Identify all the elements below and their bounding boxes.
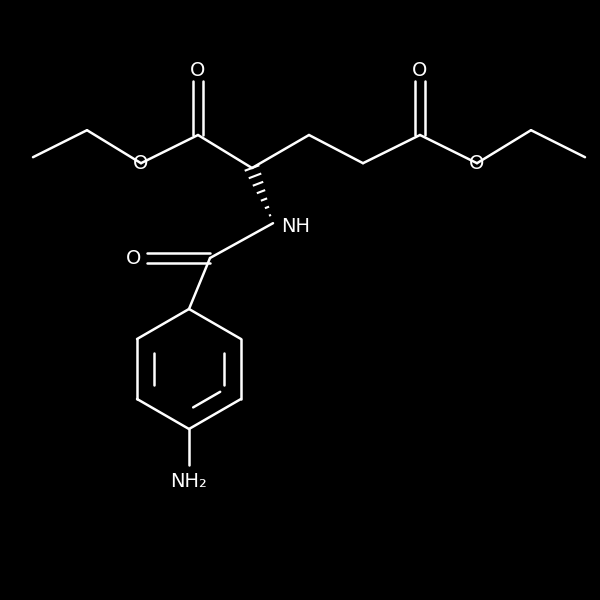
Text: O: O [126, 248, 142, 268]
Text: O: O [412, 61, 428, 80]
Text: O: O [469, 154, 485, 173]
Text: NH₂: NH₂ [170, 472, 208, 491]
Text: O: O [190, 61, 206, 80]
Text: O: O [133, 154, 149, 173]
Text: NH: NH [281, 217, 310, 236]
